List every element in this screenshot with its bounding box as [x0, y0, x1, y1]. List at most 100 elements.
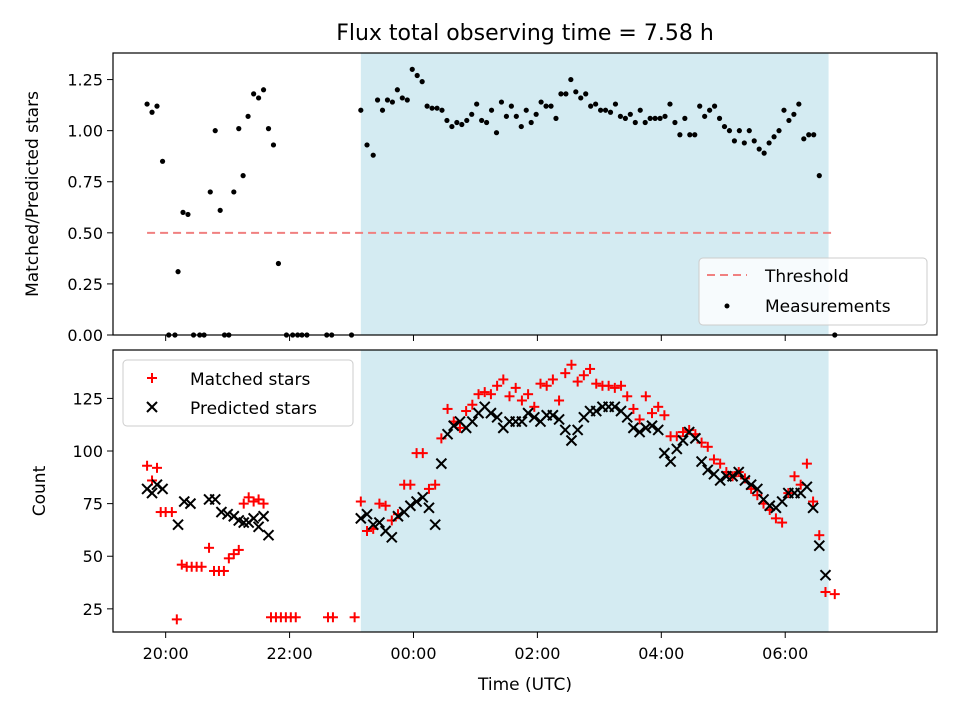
measurement-point — [180, 209, 186, 215]
predicted-star-points — [141, 401, 832, 581]
measurement-point — [439, 107, 445, 113]
measurement-point — [260, 87, 267, 93]
legend-matched-swatch — [147, 373, 157, 383]
predicted-star-point — [429, 518, 441, 531]
y-tick-label: 1.25 — [67, 71, 103, 90]
measurement-point — [379, 107, 386, 113]
measurement-point — [766, 140, 772, 146]
measurement-point — [751, 138, 757, 144]
y-tick-label: 125 — [72, 389, 103, 408]
measurement-point — [231, 189, 237, 195]
measurement-point — [811, 132, 817, 138]
predicted-star-point — [410, 495, 423, 508]
count-legend: Matched stars Predicted stars — [122, 359, 354, 427]
predicted-star-point — [677, 434, 689, 447]
measurement-point — [806, 132, 812, 138]
measurement-point — [498, 99, 505, 105]
measurement-point — [364, 142, 370, 148]
measurement-point — [667, 101, 673, 107]
x-axis-label: Time (UTC) — [477, 675, 572, 695]
predicted-star-point — [751, 483, 764, 495]
predicted-star-point — [528, 411, 541, 424]
measurement-point — [503, 113, 510, 119]
x-tick-label: 04:00 — [638, 644, 684, 663]
predicted-star-point — [146, 487, 158, 499]
predicted-star-point — [404, 500, 417, 512]
count-panel: 25 50 75 100 125 20:00 22:00 00:00 02:00 04:00 06… — [30, 349, 938, 695]
measurement-point — [796, 101, 802, 107]
measurement-point — [488, 107, 495, 113]
predicted-star-point — [658, 447, 671, 459]
predicted-star-point — [757, 493, 770, 506]
measurement-point — [449, 123, 455, 130]
measurement-point — [175, 269, 181, 275]
measurement-point — [419, 79, 425, 85]
measurement-point — [682, 115, 688, 121]
predicted-star-point — [516, 415, 528, 428]
measurement-point — [429, 105, 435, 111]
measurement-point — [513, 113, 519, 119]
predicted-star-point — [652, 424, 664, 436]
measurement-point — [483, 119, 490, 126]
measurement-point — [816, 173, 822, 179]
predicted-star-point — [257, 510, 270, 522]
predicted-star-point — [367, 518, 379, 531]
measurement-point — [563, 91, 569, 97]
predicted-star-point — [801, 481, 813, 493]
count-y-axis-label: Count — [30, 465, 50, 516]
measurement-point — [508, 103, 514, 109]
predicted-star-point — [695, 455, 708, 468]
x-tick-label: 22:00 — [267, 644, 313, 663]
predicted-star-point — [571, 424, 584, 436]
y-tick-label: 0.50 — [67, 224, 103, 243]
measurement-point — [578, 95, 584, 101]
measurement-point — [741, 140, 747, 146]
measurement-point — [528, 119, 534, 126]
predicted-star-point — [247, 512, 260, 525]
measurement-point — [731, 138, 738, 144]
measurement-point — [588, 103, 594, 109]
measurement-point — [548, 103, 554, 109]
predicted-star-point — [184, 497, 197, 510]
measurement-point — [144, 101, 150, 107]
predicted-star-point — [633, 426, 646, 438]
predicted-star-point — [646, 420, 658, 432]
measurement-point — [159, 158, 166, 164]
predicted-star-point — [156, 483, 169, 495]
measurement-point — [756, 146, 762, 152]
predicted-star-point — [178, 495, 190, 508]
predicted-star-point — [671, 443, 683, 455]
measurement-point — [464, 117, 470, 124]
x-tick-label: 00:00 — [390, 644, 436, 663]
count-legend-box — [122, 359, 354, 427]
predicted-star-point — [423, 502, 435, 514]
predicted-star-point — [386, 531, 398, 544]
count-y-ticks: 25 50 75 100 125 — [72, 389, 113, 619]
measurement-point — [479, 117, 485, 124]
measurement-point — [632, 119, 638, 126]
predicted-star-point — [621, 411, 633, 424]
measurement-point — [358, 107, 364, 113]
measurement-point — [399, 95, 405, 101]
predicted-star-point — [491, 411, 503, 424]
measurement-point — [389, 99, 396, 105]
measurement-point — [207, 189, 213, 195]
predicted-star-point — [776, 495, 788, 508]
ratio-legend: Threshold Measurements — [698, 257, 928, 326]
measurement-point — [612, 101, 619, 107]
predicted-star-point — [807, 502, 819, 514]
measurement-point — [726, 128, 733, 134]
measurement-point — [657, 115, 663, 121]
legend-predicted-swatch — [146, 401, 158, 413]
y-tick-label: 0.25 — [67, 275, 103, 294]
measurement-point — [394, 87, 400, 93]
measurement-point — [474, 101, 480, 107]
predicted-star-point — [448, 420, 460, 432]
measurement-point — [672, 119, 678, 126]
y-tick-label: 100 — [72, 442, 103, 461]
measurement-point — [404, 97, 410, 103]
measurement-point — [270, 142, 277, 148]
predicted-star-point — [441, 428, 454, 440]
measurement-point — [217, 207, 223, 213]
